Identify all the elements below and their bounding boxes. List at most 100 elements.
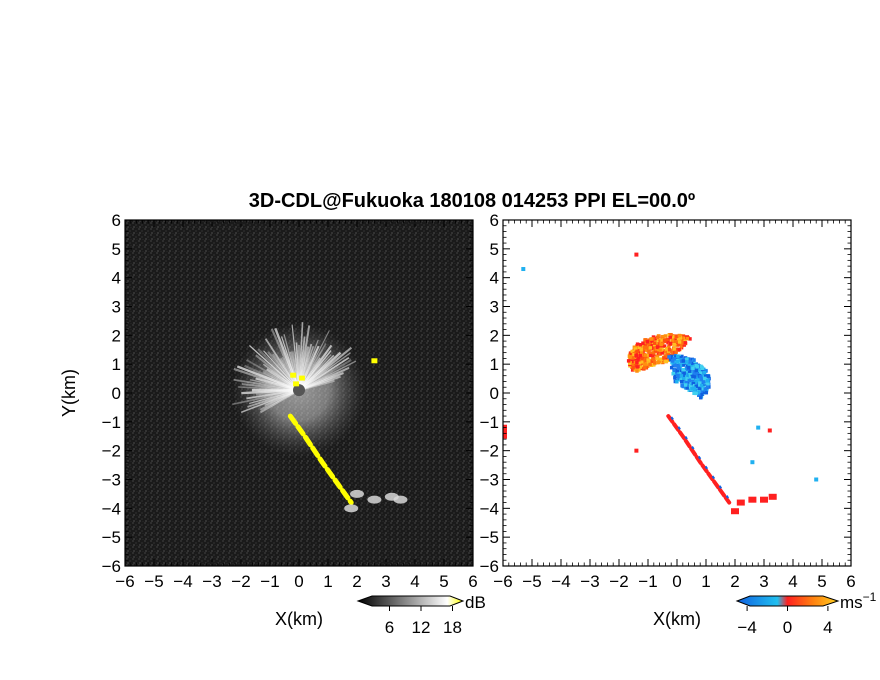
velocity-pixel-negative xyxy=(690,370,695,374)
velocity-pixel-negative xyxy=(698,371,703,375)
velocity-pixel-positive xyxy=(631,363,635,367)
fan-ray xyxy=(249,345,300,391)
velocity-patch xyxy=(748,496,757,503)
velocity-pixel-positive xyxy=(650,339,654,344)
velocity-pixel-positive xyxy=(667,333,671,337)
y-tick-label: −6 xyxy=(480,557,499,576)
velocity-pixel-positive xyxy=(658,348,662,352)
velocity-pixel-negative xyxy=(685,386,689,390)
velocity-pixel-positive xyxy=(671,349,676,353)
velocity-pixel-negative xyxy=(700,366,705,371)
velocity-pixel-negative xyxy=(686,372,690,376)
velocity-pixel-negative xyxy=(704,390,709,395)
velocity-pixel-positive xyxy=(655,335,660,340)
velocity-pixel-positive xyxy=(634,344,639,348)
velocity-pixel-negative xyxy=(706,381,710,386)
velocity-pixel-positive xyxy=(676,342,681,347)
velocity-pixel-positive xyxy=(668,335,673,340)
x-tick-label: −5 xyxy=(522,572,541,591)
velocity-pixel-negative xyxy=(694,384,699,388)
right-colorbar: −4 0 4 ms−1 xyxy=(735,590,877,637)
right-panel-velocity: −6 −5 −4 −3 −2 −1 0 1 2 3 4 5 6 6 5 4 3 2 1 0 −1 −2 −3 −4 −5 −6 X… xyxy=(480,211,856,629)
y-tick-label: −1 xyxy=(480,413,499,432)
velocity-pixel-positive xyxy=(675,334,679,338)
y-tick-label: 5 xyxy=(112,240,121,259)
velocity-pixel-negative xyxy=(687,362,692,366)
velocity-pixel-negative xyxy=(704,369,708,373)
velocity-patch xyxy=(760,496,768,503)
velocity-pixel-negative xyxy=(702,370,707,375)
velocity-pixel-positive xyxy=(647,342,651,346)
velocity-pixel-negative xyxy=(695,364,699,369)
velocity-pixel-positive xyxy=(631,366,635,370)
fan-ray xyxy=(236,365,300,392)
velocity-pixel-negative xyxy=(684,357,689,362)
velocity-pixel-positive xyxy=(644,338,648,342)
velocity-pixel-negative xyxy=(703,387,708,391)
y-tick-label: −2 xyxy=(102,442,121,461)
velocity-pixel-negative xyxy=(679,379,684,384)
velocity-pixel-negative xyxy=(694,368,698,373)
fan-ray xyxy=(298,339,319,391)
velocity-pixel-negative xyxy=(701,369,705,373)
velocity-pixel-positive xyxy=(653,361,657,365)
velocity-pixel-positive xyxy=(660,351,664,355)
velocity-pixel-positive xyxy=(656,341,661,346)
y-tick-label: 4 xyxy=(112,269,121,288)
x-tick-label: −5 xyxy=(144,572,163,591)
velocity-pixel-negative xyxy=(683,383,688,387)
velocity-pixel-positive xyxy=(659,357,663,361)
velocity-pixel-positive xyxy=(632,352,636,357)
velocity-pixel-negative xyxy=(692,391,696,396)
velocity-pixel-positive xyxy=(651,357,656,361)
right-colorbar-unit-exp: −1 xyxy=(863,590,877,604)
velocity-pixel-positive xyxy=(638,343,643,347)
velocity-pixel-positive xyxy=(636,358,640,362)
velocity-pixel-positive xyxy=(639,347,643,352)
velocity-pixel-negative xyxy=(684,360,688,364)
velocity-pixel-positive xyxy=(679,345,684,350)
right-axis-ticks: −6 −5 −4 −3 −2 −1 0 1 2 3 4 5 6 6 5 4 3 2 1 0 −1 −2 −3 −4 −5 −6 xyxy=(480,211,856,591)
velocity-pixel-positive xyxy=(658,339,662,343)
left-x-axis-label: X(km) xyxy=(275,609,323,629)
velocity-pixel-negative xyxy=(677,366,681,370)
velocity-pixel-positive xyxy=(666,337,670,342)
radar-origin xyxy=(293,384,305,397)
velocity-pixel-positive xyxy=(633,347,638,351)
velocity-pixel-negative xyxy=(688,383,693,388)
velocity-pixel-positive xyxy=(660,335,665,339)
velocity-pixel-positive xyxy=(635,365,639,369)
velocity-pixel-positive xyxy=(634,358,638,363)
velocity-pixel-negative xyxy=(680,354,684,359)
velocity-pixel-negative xyxy=(673,368,677,373)
y-tick-label: −5 xyxy=(480,528,499,547)
velocity-pixel-positive xyxy=(677,347,681,352)
velocity-pixel-negative xyxy=(668,357,673,362)
y-tick-label: −1 xyxy=(102,413,121,432)
x-tick-label: 5 xyxy=(439,572,448,591)
velocity-patch xyxy=(736,499,745,506)
velocity-pixel-negative xyxy=(691,374,695,379)
velocity-pixel-negative xyxy=(675,368,680,373)
left-colorbar-bar xyxy=(356,595,465,607)
yellow-streak xyxy=(287,413,354,506)
velocity-pixel-positive xyxy=(675,347,679,352)
velocity-pixel-negative xyxy=(678,364,683,368)
velocity-pixel-negative xyxy=(689,362,694,366)
velocity-pixel-negative xyxy=(696,393,701,397)
velocity-pixel-negative xyxy=(676,364,680,369)
velocity-pixel-negative xyxy=(699,389,703,393)
y-tick-label: −3 xyxy=(102,471,121,490)
x-tick-label: −6 xyxy=(115,572,134,591)
velocity-pixel-positive xyxy=(662,338,667,343)
velocity-pixel-positive xyxy=(635,349,639,354)
velocity-pixel-negative xyxy=(681,363,686,367)
velocity-pixel-positive xyxy=(670,338,674,343)
velocity-pixel-positive xyxy=(668,341,673,346)
right-colorbar-unit-base: ms xyxy=(840,593,863,612)
left-colorbar-ticks: 6 12 18 xyxy=(385,606,462,637)
velocity-pixel-negative xyxy=(688,360,692,364)
velocity-pixel-negative xyxy=(692,368,696,372)
velocity-pixel-negative xyxy=(697,368,702,373)
